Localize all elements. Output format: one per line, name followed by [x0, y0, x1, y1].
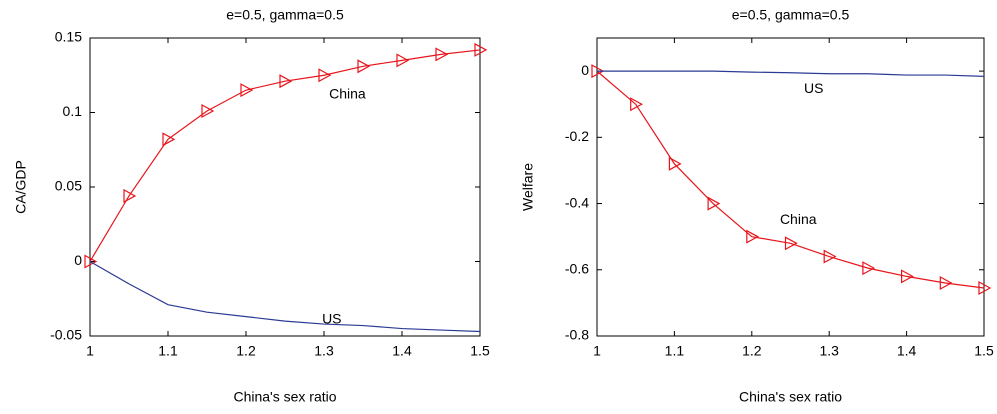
marker — [784, 236, 798, 251]
y-tick-label: 0 — [581, 62, 589, 78]
x-tick-label: 1.5 — [974, 343, 994, 359]
plot-frame — [596, 37, 985, 337]
y-tick-label: -0.4 — [565, 194, 589, 210]
marker — [978, 280, 992, 295]
series-line — [597, 70, 985, 78]
marker — [746, 229, 760, 244]
marker — [474, 42, 488, 57]
y-axis-label: CA/GDP — [13, 160, 29, 214]
annotation: US — [322, 310, 341, 326]
y-tick-label: -0.05 — [50, 327, 82, 343]
x-axis-label: China's sex ratio — [739, 389, 842, 405]
marker — [396, 53, 410, 68]
x-axis-label: China's sex ratio — [233, 389, 336, 405]
marker — [123, 188, 137, 203]
marker — [823, 249, 837, 264]
x-tick-label: 1.5 — [470, 343, 490, 359]
series-line — [89, 49, 481, 262]
x-tick-label: 1.2 — [742, 343, 762, 359]
annotation: China — [780, 211, 817, 227]
marker — [279, 74, 293, 89]
x-tick-label: 1 — [86, 343, 94, 359]
y-tick-label: 0.1 — [63, 103, 83, 119]
series-line — [89, 260, 481, 333]
marker — [630, 97, 643, 112]
marker — [900, 269, 914, 284]
x-tick-label: 1.4 — [392, 343, 412, 359]
chart-title: e=0.5, gamma=0.5 — [732, 7, 850, 23]
x-tick-label: 1.3 — [314, 343, 334, 359]
x-tick-label: 1.4 — [897, 343, 917, 359]
y-tick-label: 0 — [74, 252, 82, 268]
chart-title: e=0.5, gamma=0.5 — [226, 7, 344, 23]
y-tick-label: 0.15 — [55, 29, 82, 45]
annotation: China — [329, 85, 366, 101]
x-tick-label: 1.1 — [158, 343, 178, 359]
marker — [162, 132, 176, 147]
marker — [240, 83, 254, 98]
marker — [318, 68, 332, 83]
x-tick-label: 1.1 — [665, 343, 685, 359]
x-tick-label: 1 — [593, 343, 601, 359]
marker — [862, 261, 876, 276]
series-line — [596, 70, 985, 289]
y-tick-label: -0.2 — [565, 128, 589, 144]
marker — [84, 254, 98, 269]
y-tick-label: 0.05 — [55, 178, 82, 194]
marker — [668, 156, 682, 171]
plot-frame — [89, 37, 481, 337]
marker — [939, 276, 953, 291]
marker — [201, 103, 215, 119]
marker — [707, 196, 721, 211]
y-axis-label: Welfare — [520, 163, 536, 211]
annotation: US — [804, 80, 823, 96]
y-tick-label: -0.8 — [565, 327, 589, 343]
y-tick-label: -0.6 — [565, 260, 589, 276]
marker — [357, 59, 371, 74]
marker — [435, 47, 449, 62]
x-tick-label: 1.2 — [236, 343, 256, 359]
x-tick-label: 1.3 — [819, 343, 839, 359]
marker — [591, 64, 605, 79]
